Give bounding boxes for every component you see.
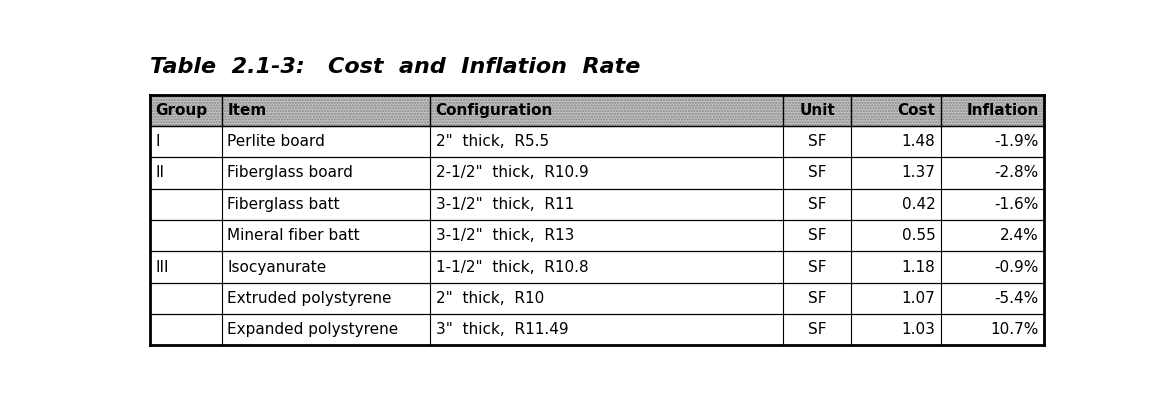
Text: Perlite board: Perlite board [227,134,325,149]
Text: III: III [156,260,169,275]
Bar [150,189,1044,220]
Bar [150,251,1044,283]
Text: Mineral fiber batt: Mineral fiber batt [227,228,360,243]
Text: -0.9%: -0.9% [994,260,1038,275]
Text: 3-1/2"  thick,  R11: 3-1/2" thick, R11 [436,197,574,212]
Bar [150,94,1044,126]
Bar [150,126,1044,157]
Text: 0.55: 0.55 [902,228,935,243]
Text: 2"  thick,  R10: 2" thick, R10 [436,291,544,306]
Text: SF: SF [807,197,826,212]
Text: 1.07: 1.07 [902,291,935,306]
Text: 1-1/2"  thick,  R10.8: 1-1/2" thick, R10.8 [436,260,588,275]
Text: 2"  thick,  R5.5: 2" thick, R5.5 [436,134,549,149]
Text: 1.48: 1.48 [902,134,935,149]
Text: 2-1/2"  thick,  R10.9: 2-1/2" thick, R10.9 [436,166,588,181]
Text: Cost: Cost [897,103,935,118]
Text: Unit: Unit [799,103,835,118]
Text: Expanded polystyrene: Expanded polystyrene [227,322,398,337]
Text: Table  2.1-3:   Cost  and  Inflation  Rate: Table 2.1-3: Cost and Inflation Rate [150,56,641,77]
Text: 10.7%: 10.7% [990,322,1038,337]
Text: I: I [156,134,160,149]
Text: Configuration: Configuration [436,103,553,118]
Bar [150,283,1044,314]
Text: SF: SF [807,166,826,181]
Bar [150,220,1044,251]
Text: SF: SF [807,134,826,149]
Text: 3"  thick,  R11.49: 3" thick, R11.49 [436,322,569,337]
Text: Group: Group [156,103,207,118]
Text: II: II [156,166,164,181]
Text: 1.37: 1.37 [902,166,935,181]
Text: -2.8%: -2.8% [994,166,1038,181]
Text: Inflation: Inflation [966,103,1038,118]
Text: Extruded polystyrene: Extruded polystyrene [227,291,391,306]
Text: SF: SF [807,228,826,243]
Text: 0.42: 0.42 [902,197,935,212]
Text: -1.9%: -1.9% [994,134,1038,149]
Text: SF: SF [807,322,826,337]
Text: 2.4%: 2.4% [1000,228,1038,243]
Bar [150,314,1044,346]
Text: -1.6%: -1.6% [994,197,1038,212]
Text: -5.4%: -5.4% [994,291,1038,306]
Text: Item: Item [227,103,267,118]
Text: Fiberglass board: Fiberglass board [227,166,353,181]
Bar [150,157,1044,189]
Text: SF: SF [807,291,826,306]
Bar [150,94,1044,126]
Text: Fiberglass batt: Fiberglass batt [227,197,340,212]
Text: 3-1/2"  thick,  R13: 3-1/2" thick, R13 [436,228,574,243]
Text: 1.18: 1.18 [902,260,935,275]
Text: SF: SF [807,260,826,275]
Text: 1.03: 1.03 [902,322,935,337]
Text: Isocyanurate: Isocyanurate [227,260,326,275]
